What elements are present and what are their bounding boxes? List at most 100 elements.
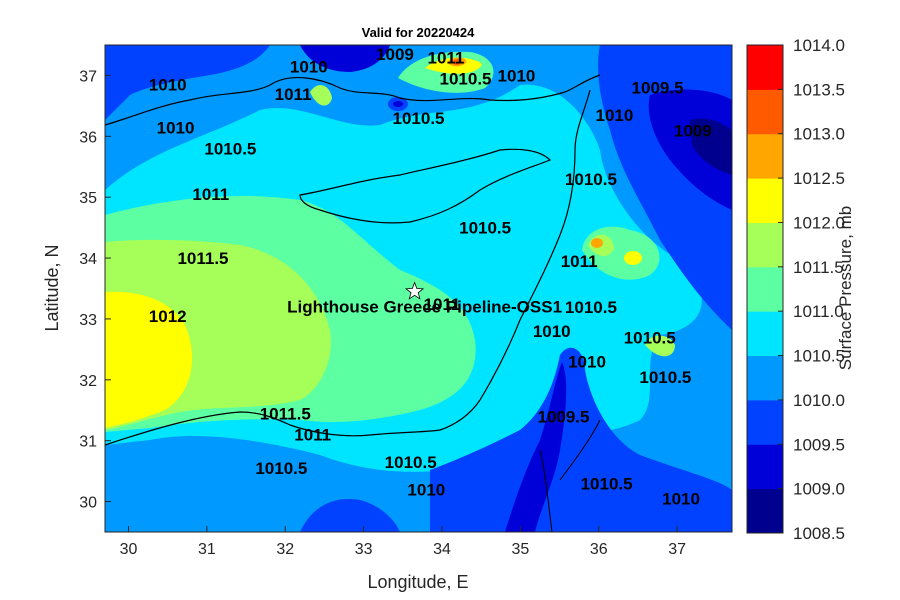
- colorbar-tick-label: 1010.5: [793, 347, 845, 366]
- field-region-1009-5-sw: [300, 499, 400, 532]
- field-region-1012: [105, 291, 193, 428]
- y-tick-group: 30 31 32 33 34 35 36 37: [79, 68, 111, 512]
- field-region-1008-5-ne: [690, 118, 732, 175]
- colorbar-tick-label: 1010.0: [793, 391, 845, 410]
- contour-label: 1011.5: [177, 249, 228, 268]
- x-tick-label: 33: [355, 541, 373, 558]
- chart-title: Valid for 20220424: [362, 25, 476, 40]
- colorbar-tick-label: 1009.0: [793, 480, 845, 499]
- contour-label: 1010: [407, 480, 445, 499]
- site-label: Lighthouse Greece Pipeline-OSS1: [287, 298, 562, 317]
- colorbar-tick-group: 1014.0 1013.5 1013.0 1012.5 1012.0 1011.5 1011…: [778, 36, 845, 543]
- colorbar-tick-label: 1011.0: [793, 302, 844, 321]
- y-tick-label: 36: [79, 129, 97, 146]
- colorbar-swatch: [747, 178, 783, 223]
- x-axis-label: Longitude, E: [367, 572, 468, 592]
- x-tick-label: 30: [120, 541, 138, 558]
- colorbar-tick-label: 1011.5: [793, 258, 844, 277]
- field-region-1009-nw-core: [300, 45, 390, 72]
- x-tick-label: 34: [433, 541, 451, 558]
- x-tick-group: 30 31 32 33 34 35 36 37: [120, 526, 686, 558]
- contour-label: 1010.5: [459, 219, 511, 238]
- field-region-1009-5-nw: [105, 45, 270, 120]
- coastline-sinai-gulf: [539, 419, 601, 532]
- contour-label: 1009: [376, 45, 414, 64]
- contour-label: 1010.5: [393, 109, 445, 128]
- colorbar-swatch: [747, 488, 783, 534]
- coastline-cyprus: [299, 148, 552, 224]
- contour-label: 1011: [424, 295, 461, 314]
- contour-label: 1010.5: [565, 298, 617, 317]
- coastline-turkey: [105, 74, 601, 126]
- colorbar-swatch: [747, 133, 783, 179]
- y-axis-label: Latitude, N: [42, 244, 62, 331]
- contour-label: 1011: [427, 48, 464, 67]
- field-region-1009-5-south: [430, 347, 732, 532]
- colorbar-swatch: [747, 399, 783, 445]
- colorbar-swatch: [747, 444, 783, 490]
- contour-label: 1010.5: [440, 70, 492, 89]
- contour-label: 1010.5: [639, 368, 691, 387]
- site-star-icon: [404, 281, 425, 300]
- colorbar-tick-label: 1013.5: [793, 80, 845, 99]
- colorbar-swatch: [747, 266, 783, 312]
- colorbar-frame: [746, 44, 784, 534]
- map-plot-area: [105, 45, 732, 532]
- contour-label: 1010: [568, 353, 606, 372]
- colorbar-swatch: [747, 222, 783, 268]
- y-tick-label: 34: [79, 251, 97, 268]
- colorbar-label: Surface Pressure, mb: [836, 206, 855, 370]
- y-tick-label: 30: [79, 495, 97, 512]
- y-tick-label: 37: [79, 68, 97, 85]
- colorbar-swatch: [747, 355, 783, 401]
- contour-label: 1010.5: [255, 459, 307, 478]
- colorbar-swatch: [747, 45, 783, 90]
- contour-label: 1011: [192, 185, 229, 204]
- y-tick-label: 32: [79, 373, 97, 390]
- field-region-1009-ne-core: [648, 89, 732, 210]
- colorbar: [747, 45, 783, 534]
- x-tick-label: 36: [590, 541, 608, 558]
- contour-label-group: 1009 1010 1011 1011 1010.5 1010 1010.5 1010 1010…: [149, 45, 712, 508]
- contour-label: 1010: [157, 118, 195, 137]
- contour-label: 1012: [149, 307, 187, 326]
- colorbar-tick-label: 1009.5: [793, 435, 845, 454]
- contour-label: 1011.5: [260, 404, 311, 423]
- colorbar-tick-label: 1012.0: [793, 213, 845, 232]
- field-region-1011-jordan: [645, 335, 675, 357]
- contour-label: 1010: [290, 57, 328, 76]
- y-tick-label: 33: [79, 312, 97, 329]
- contour-label: 1010.5: [204, 140, 256, 159]
- contour-label: 1011: [561, 252, 598, 271]
- contour-label: 1010.5: [565, 170, 617, 189]
- plot-frame: [104, 44, 733, 533]
- site-marker-group: Lighthouse Greece Pipeline-OSS1: [287, 281, 562, 317]
- contour-label: 1010: [149, 76, 187, 95]
- contour-label: 1009: [674, 121, 712, 140]
- contour-label: 1010: [498, 67, 536, 86]
- y-tick-label: 31: [79, 434, 97, 451]
- x-tick-label: 32: [276, 541, 294, 558]
- colorbar-swatch: [747, 89, 783, 135]
- contour-label: 1010: [596, 106, 634, 125]
- contour-label: 1010: [662, 490, 700, 509]
- coastline-levant: [439, 89, 591, 431]
- x-tick-label: 31: [198, 541, 216, 558]
- x-tick-label: 37: [668, 541, 686, 558]
- colorbar-tick-label: 1008.5: [793, 524, 845, 543]
- colorbar-tick-label: 1013.0: [793, 125, 845, 144]
- contour-label: 1010: [533, 322, 571, 341]
- colorbar-tick-label: 1014.0: [793, 36, 845, 55]
- y-tick-label: 35: [79, 190, 97, 207]
- contour-label: 1011: [275, 85, 312, 104]
- contour-label: 1009.5: [537, 407, 589, 426]
- field-region-1009-south-core: [505, 362, 567, 532]
- x-tick-label: 35: [511, 541, 529, 558]
- coastline-egypt: [105, 411, 441, 446]
- contour-label: 1010.5: [624, 328, 676, 347]
- contour-label: 1011: [294, 426, 331, 445]
- field-low-spot-north-core: [393, 101, 403, 107]
- contour-label: 1010.5: [385, 453, 437, 472]
- field-high-levant-b: [624, 251, 642, 265]
